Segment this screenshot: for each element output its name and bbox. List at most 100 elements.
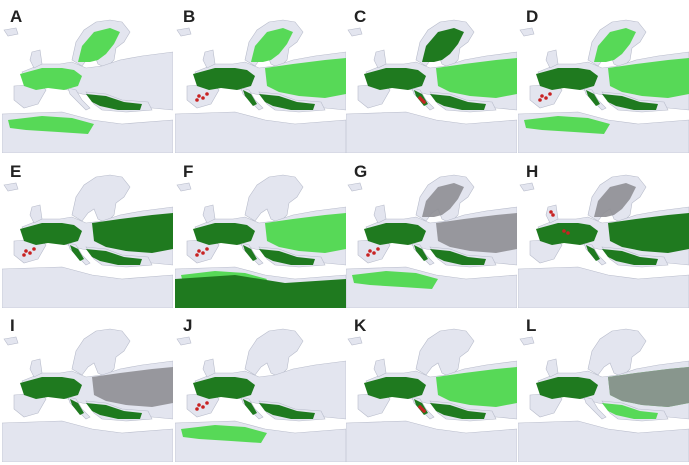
dark-green-range-sahara xyxy=(175,275,346,308)
dark-green-range-we xyxy=(364,223,426,245)
red-occurrence-iberia xyxy=(368,249,372,253)
light-green-range-east xyxy=(608,58,689,98)
land-shape xyxy=(244,174,304,224)
map-panel-d: D xyxy=(518,2,689,153)
red-occurrence-iberia xyxy=(24,249,28,253)
europe-map xyxy=(518,311,689,462)
map-panel-h: H xyxy=(518,157,689,308)
dark-green-range-balkan xyxy=(259,249,315,265)
land-shape xyxy=(2,420,173,462)
europe-map xyxy=(175,157,346,308)
red-occurrence-uk xyxy=(551,213,555,217)
dark-green-range-italy xyxy=(243,245,257,261)
red-occurrence-iberia xyxy=(32,247,36,251)
map-panel-j: J xyxy=(175,311,346,462)
red-occurrence-iberia xyxy=(201,96,205,100)
light-green-range-scand xyxy=(594,28,636,62)
dark-green-range-we xyxy=(193,223,255,245)
dark-green-range-we xyxy=(20,223,82,245)
dark-green-range-balkan xyxy=(259,403,315,419)
land-shape xyxy=(244,328,304,378)
red-occurrence-iberia xyxy=(548,92,552,96)
red-occurrence-iberia xyxy=(22,253,26,257)
land-shape xyxy=(202,49,216,69)
red-occurrence-iberia xyxy=(544,96,548,100)
light-green-range-east xyxy=(436,58,517,98)
europe-map xyxy=(346,2,517,153)
light-green-range-nafrica xyxy=(352,271,438,289)
land-shape xyxy=(518,420,689,462)
land-shape xyxy=(373,49,387,69)
dark-green-range-balkan xyxy=(430,249,486,265)
red-occurrence-iberia xyxy=(195,407,199,411)
dark-green-range-we xyxy=(193,68,255,90)
gray-range-scand xyxy=(594,183,636,217)
land-shape xyxy=(347,27,363,37)
light-green-range-scand xyxy=(78,28,120,62)
map-panel-b: B xyxy=(175,2,346,153)
dark-green-range-we xyxy=(364,377,426,399)
land-shape xyxy=(519,27,535,37)
land-shape xyxy=(3,336,19,346)
light-green-range-we xyxy=(20,68,82,90)
europe-map xyxy=(2,157,173,308)
dark-green-range-italy xyxy=(586,245,600,261)
red-occurrence-iberia xyxy=(205,247,209,251)
map-panel-k: K xyxy=(346,311,517,462)
land-shape xyxy=(373,358,387,378)
dark-green-range-balkan xyxy=(259,94,315,110)
land-shape xyxy=(2,266,173,308)
dark-green-range-east xyxy=(608,213,689,253)
gray-range-east xyxy=(92,367,173,407)
light-green-range-east xyxy=(436,367,517,407)
land-shape xyxy=(3,27,19,37)
land-shape xyxy=(373,204,387,224)
land-shape xyxy=(202,358,216,378)
red-occurrence-iberia xyxy=(28,251,32,255)
dark-green-range-italy xyxy=(414,245,428,261)
panel-label: H xyxy=(526,162,539,181)
red-occurrence-iberia xyxy=(195,253,199,257)
dark-green-range-balkan xyxy=(430,94,486,110)
red-occurrence-france xyxy=(562,229,566,233)
dark-green-range-we xyxy=(536,68,598,90)
red-occurrence-uk xyxy=(549,210,553,214)
red-occurrence-iberia xyxy=(376,247,380,251)
red-occurrence-italy xyxy=(422,409,426,413)
gray-range-east xyxy=(436,213,517,253)
red-occurrence-iberia xyxy=(372,251,376,255)
red-occurrence-iberia xyxy=(201,251,205,255)
europe-map xyxy=(2,2,173,153)
land-shape xyxy=(29,358,43,378)
gray-range-scand xyxy=(422,183,464,217)
europe-map xyxy=(518,157,689,308)
map-panel-g: G xyxy=(346,157,517,308)
map-panel-f: F xyxy=(175,157,346,308)
dark-green-range-we xyxy=(193,377,255,399)
dark-green-range-we xyxy=(536,377,598,399)
dark-green-range-east xyxy=(92,213,173,253)
europe-map xyxy=(175,311,346,462)
land-shape xyxy=(202,204,216,224)
panel-label: A xyxy=(10,7,23,26)
red-occurrence-italy xyxy=(422,100,426,104)
panel-label: C xyxy=(354,7,367,26)
dark-green-range-balkan xyxy=(430,403,486,419)
europe-map xyxy=(518,2,689,153)
europe-map xyxy=(175,2,346,153)
light-green-range-east xyxy=(265,213,346,253)
map-panel-i: I xyxy=(2,311,173,462)
panel-label: I xyxy=(10,316,15,335)
panel-label: D xyxy=(526,7,539,26)
land-shape xyxy=(176,27,192,37)
light-green-range-nafrica xyxy=(524,116,610,134)
land-shape xyxy=(29,49,43,69)
panel-label: L xyxy=(526,316,537,335)
land-shape xyxy=(415,328,475,378)
red-occurrence-iberia xyxy=(201,405,205,409)
red-occurrence-iberia xyxy=(205,401,209,405)
land-shape xyxy=(346,111,517,153)
europe-map xyxy=(346,311,517,462)
dark-green-range-balkan xyxy=(86,249,142,265)
land-shape xyxy=(3,182,19,192)
